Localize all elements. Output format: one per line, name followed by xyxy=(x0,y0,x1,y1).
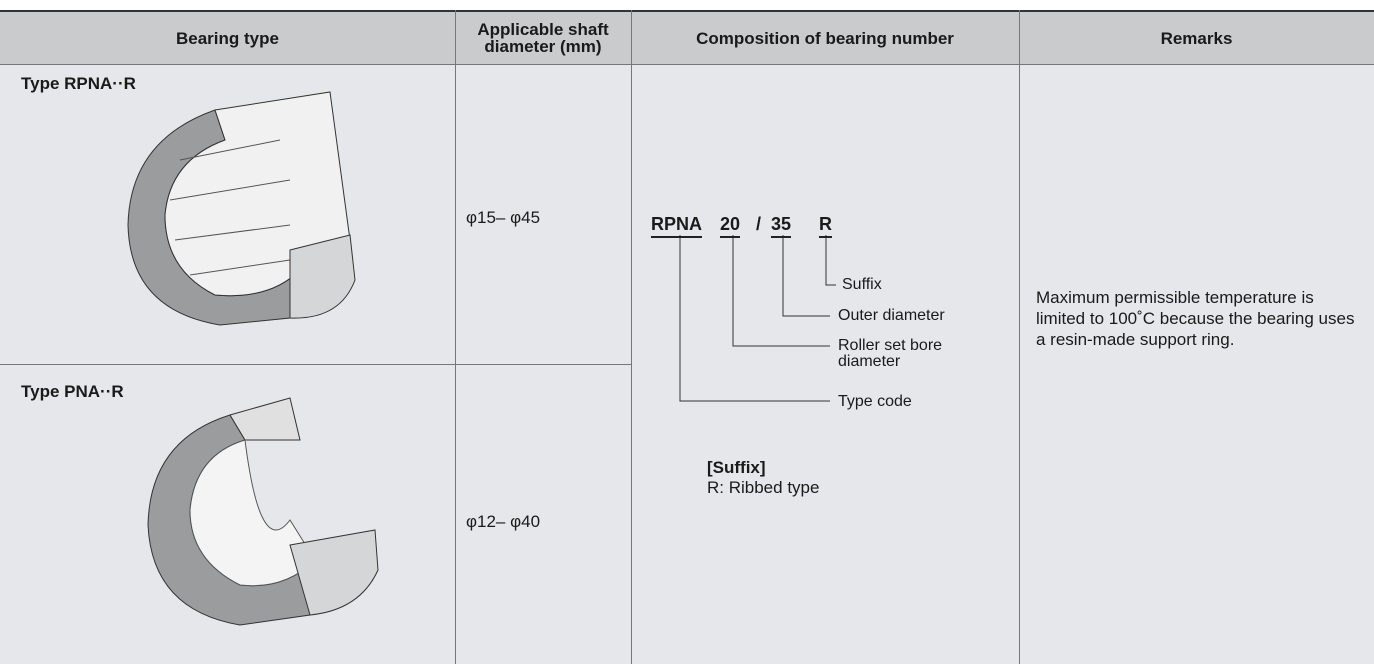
code-leaders xyxy=(679,235,836,402)
bearing-illustration xyxy=(127,91,356,326)
bearing-type: Type PNA··R xyxy=(21,382,124,401)
code-label: Type code xyxy=(838,393,912,410)
shaft-diameter: φ15– φ45 xyxy=(466,208,541,227)
remarks: Maximum permissible temperature is limit… xyxy=(1036,288,1355,349)
code-label: Suffix xyxy=(842,276,882,293)
code-label: Roller set bore diameter xyxy=(838,337,943,370)
shaft-diameter: φ12– φ40 xyxy=(466,512,541,531)
suffix-title: [Suffix] xyxy=(707,458,766,477)
code-part: R xyxy=(819,214,832,238)
suffix-text: R: Ribbed type xyxy=(707,478,820,497)
code-part: RPNA xyxy=(651,214,703,238)
code-part: 20 xyxy=(720,214,741,238)
divider xyxy=(455,10,456,664)
divider xyxy=(0,364,631,365)
divider xyxy=(631,10,632,664)
code-label: Outer diameter xyxy=(838,307,945,324)
header-cell: Remarks xyxy=(1019,10,1374,64)
code-part: 35 xyxy=(771,214,792,238)
bearing-illustration xyxy=(147,397,379,626)
header-cell: Composition of bearing number xyxy=(631,10,1019,64)
divider xyxy=(1019,10,1020,664)
header-cell: Bearing type xyxy=(0,10,455,64)
divider xyxy=(0,64,1374,65)
code-part: / xyxy=(756,214,762,234)
header-cell: Applicable shaft diameter (mm) xyxy=(455,10,631,64)
bearing-type: Type RPNA··R xyxy=(21,74,136,93)
